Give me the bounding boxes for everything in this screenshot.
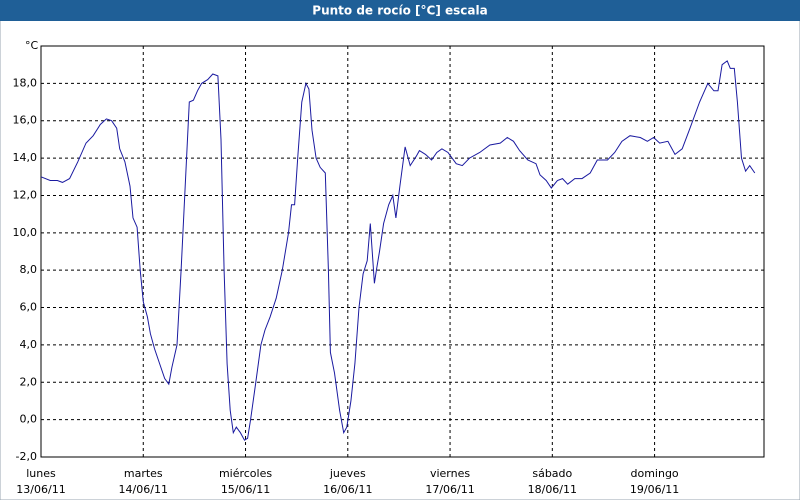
y-tick-label: -2,0 (16, 450, 37, 463)
y-tick-label: 8,0 (20, 263, 38, 276)
title-bar (0, 0, 800, 21)
x-tick-label: martes (124, 467, 163, 480)
x-tick-label: viernes (430, 467, 470, 480)
y-tick-label: 6,0 (20, 301, 38, 314)
x-tick-date: 13/06/11 (16, 483, 65, 496)
data-line (40, 60, 756, 441)
x-tick-label: miércoles (219, 467, 272, 480)
y-tick-label: 16,0 (13, 114, 38, 127)
y-tick-label: 14,0 (13, 151, 38, 164)
x-tick-date: 15/06/11 (221, 483, 270, 496)
x-tick-date: 14/06/11 (119, 483, 168, 496)
x-tick-label: jueves (329, 467, 366, 480)
x-tick-label: sábado (532, 467, 572, 480)
y-tick-label: 0,0 (20, 413, 38, 426)
x-tick-date: 19/06/11 (630, 483, 679, 496)
x-tick-date: 18/06/11 (528, 483, 577, 496)
chart-title: Punto de rocío [°C] escala (312, 4, 487, 18)
y-tick-label: 18,0 (13, 76, 38, 89)
x-tick-label: lunes (26, 467, 56, 480)
y-axis-label: °C (25, 39, 39, 52)
x-tick-label: domingo (630, 467, 678, 480)
plot-area (40, 45, 765, 458)
x-tick-date: 16/06/11 (323, 483, 372, 496)
y-tick-label: 2,0 (20, 375, 38, 388)
y-tick-label: 4,0 (20, 338, 38, 351)
y-tick-label: 10,0 (13, 226, 38, 239)
y-tick-label: 12,0 (13, 188, 38, 201)
x-tick-date: 17/06/11 (425, 483, 474, 496)
